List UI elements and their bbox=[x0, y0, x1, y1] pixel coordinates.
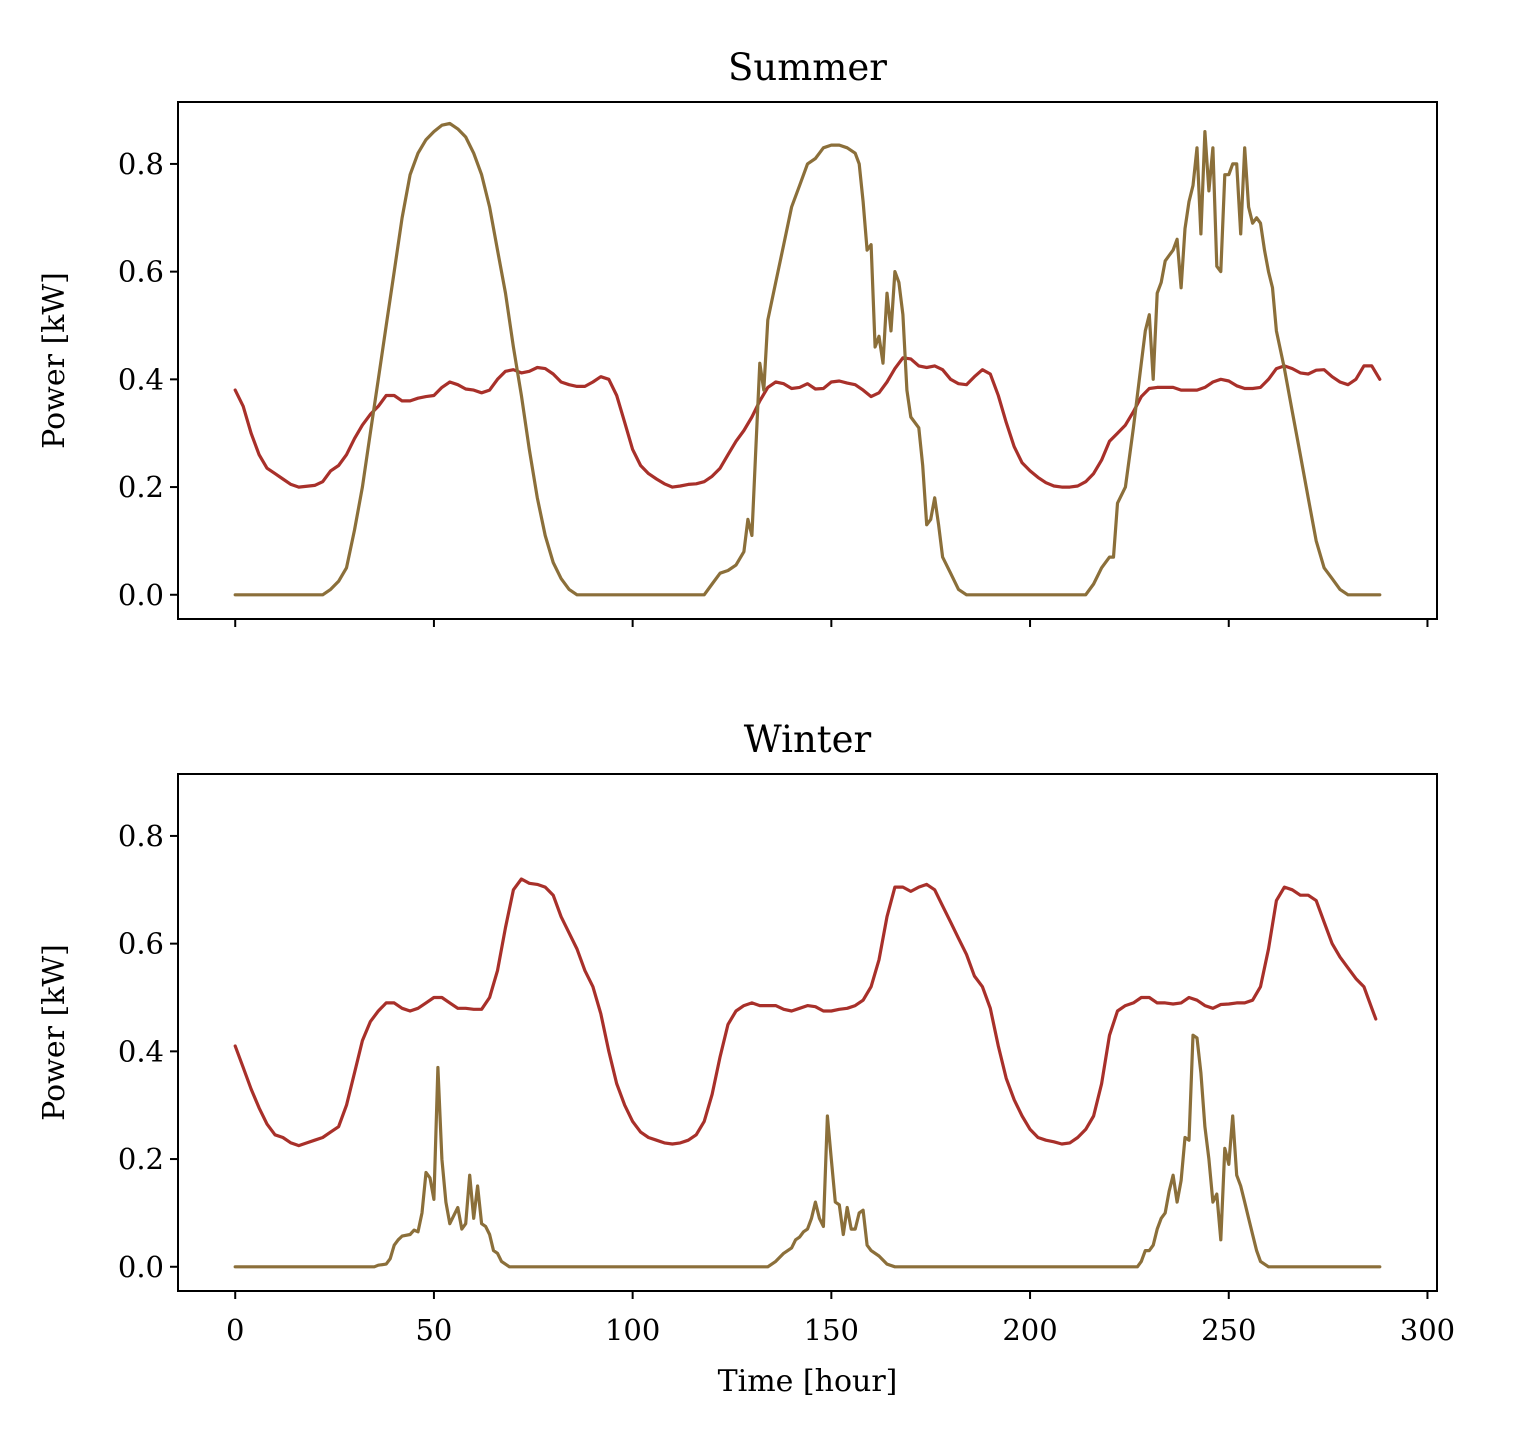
x-tick-label: 200 bbox=[1002, 1313, 1057, 1347]
y-axis-label: Power [kW] bbox=[37, 272, 72, 449]
load-series-line bbox=[233, 877, 1378, 1148]
plot-title: Summer bbox=[728, 46, 887, 89]
x-axis-label: Time [hour] bbox=[718, 1364, 898, 1399]
x-tick-label: 300 bbox=[1400, 1313, 1455, 1347]
axes-frame bbox=[177, 773, 1438, 1292]
pv-series-line bbox=[233, 121, 1382, 597]
x-tick-label: 50 bbox=[415, 1313, 452, 1347]
winter-panel: Winter Power [kW] 0.0 0.2 0.4 0.6 0.8 0 50 100 150… bbox=[37, 718, 1455, 1399]
x-tick-label: 150 bbox=[804, 1313, 859, 1347]
y-tick-label: 0.2 bbox=[118, 1142, 164, 1176]
y-tick-label: 0.6 bbox=[118, 927, 164, 961]
y-tick-label: 0.0 bbox=[118, 578, 164, 612]
summer-panel: Summer Power [kW] 0.0 0.2 0.4 0.6 0.8 bbox=[37, 46, 1438, 627]
plot-title: Winter bbox=[744, 718, 872, 761]
x-tick-label: 0 bbox=[226, 1313, 244, 1347]
y-tick-label: 0.4 bbox=[118, 362, 164, 396]
axes-frame bbox=[177, 101, 1438, 620]
pv-series-line bbox=[233, 1033, 1382, 1269]
x-tick-label: 100 bbox=[605, 1313, 660, 1347]
load-series-line bbox=[233, 356, 1382, 489]
y-tick-label: 0.6 bbox=[118, 255, 164, 289]
y-axis-label: Power [kW] bbox=[37, 944, 72, 1121]
y-tick-label: 0.0 bbox=[118, 1250, 164, 1284]
y-tick-label: 0.4 bbox=[118, 1034, 164, 1068]
y-tick-label: 0.8 bbox=[118, 819, 164, 853]
y-tick-label: 0.8 bbox=[118, 147, 164, 181]
x-tick-label: 250 bbox=[1201, 1313, 1256, 1347]
y-tick-label: 0.2 bbox=[118, 470, 164, 504]
